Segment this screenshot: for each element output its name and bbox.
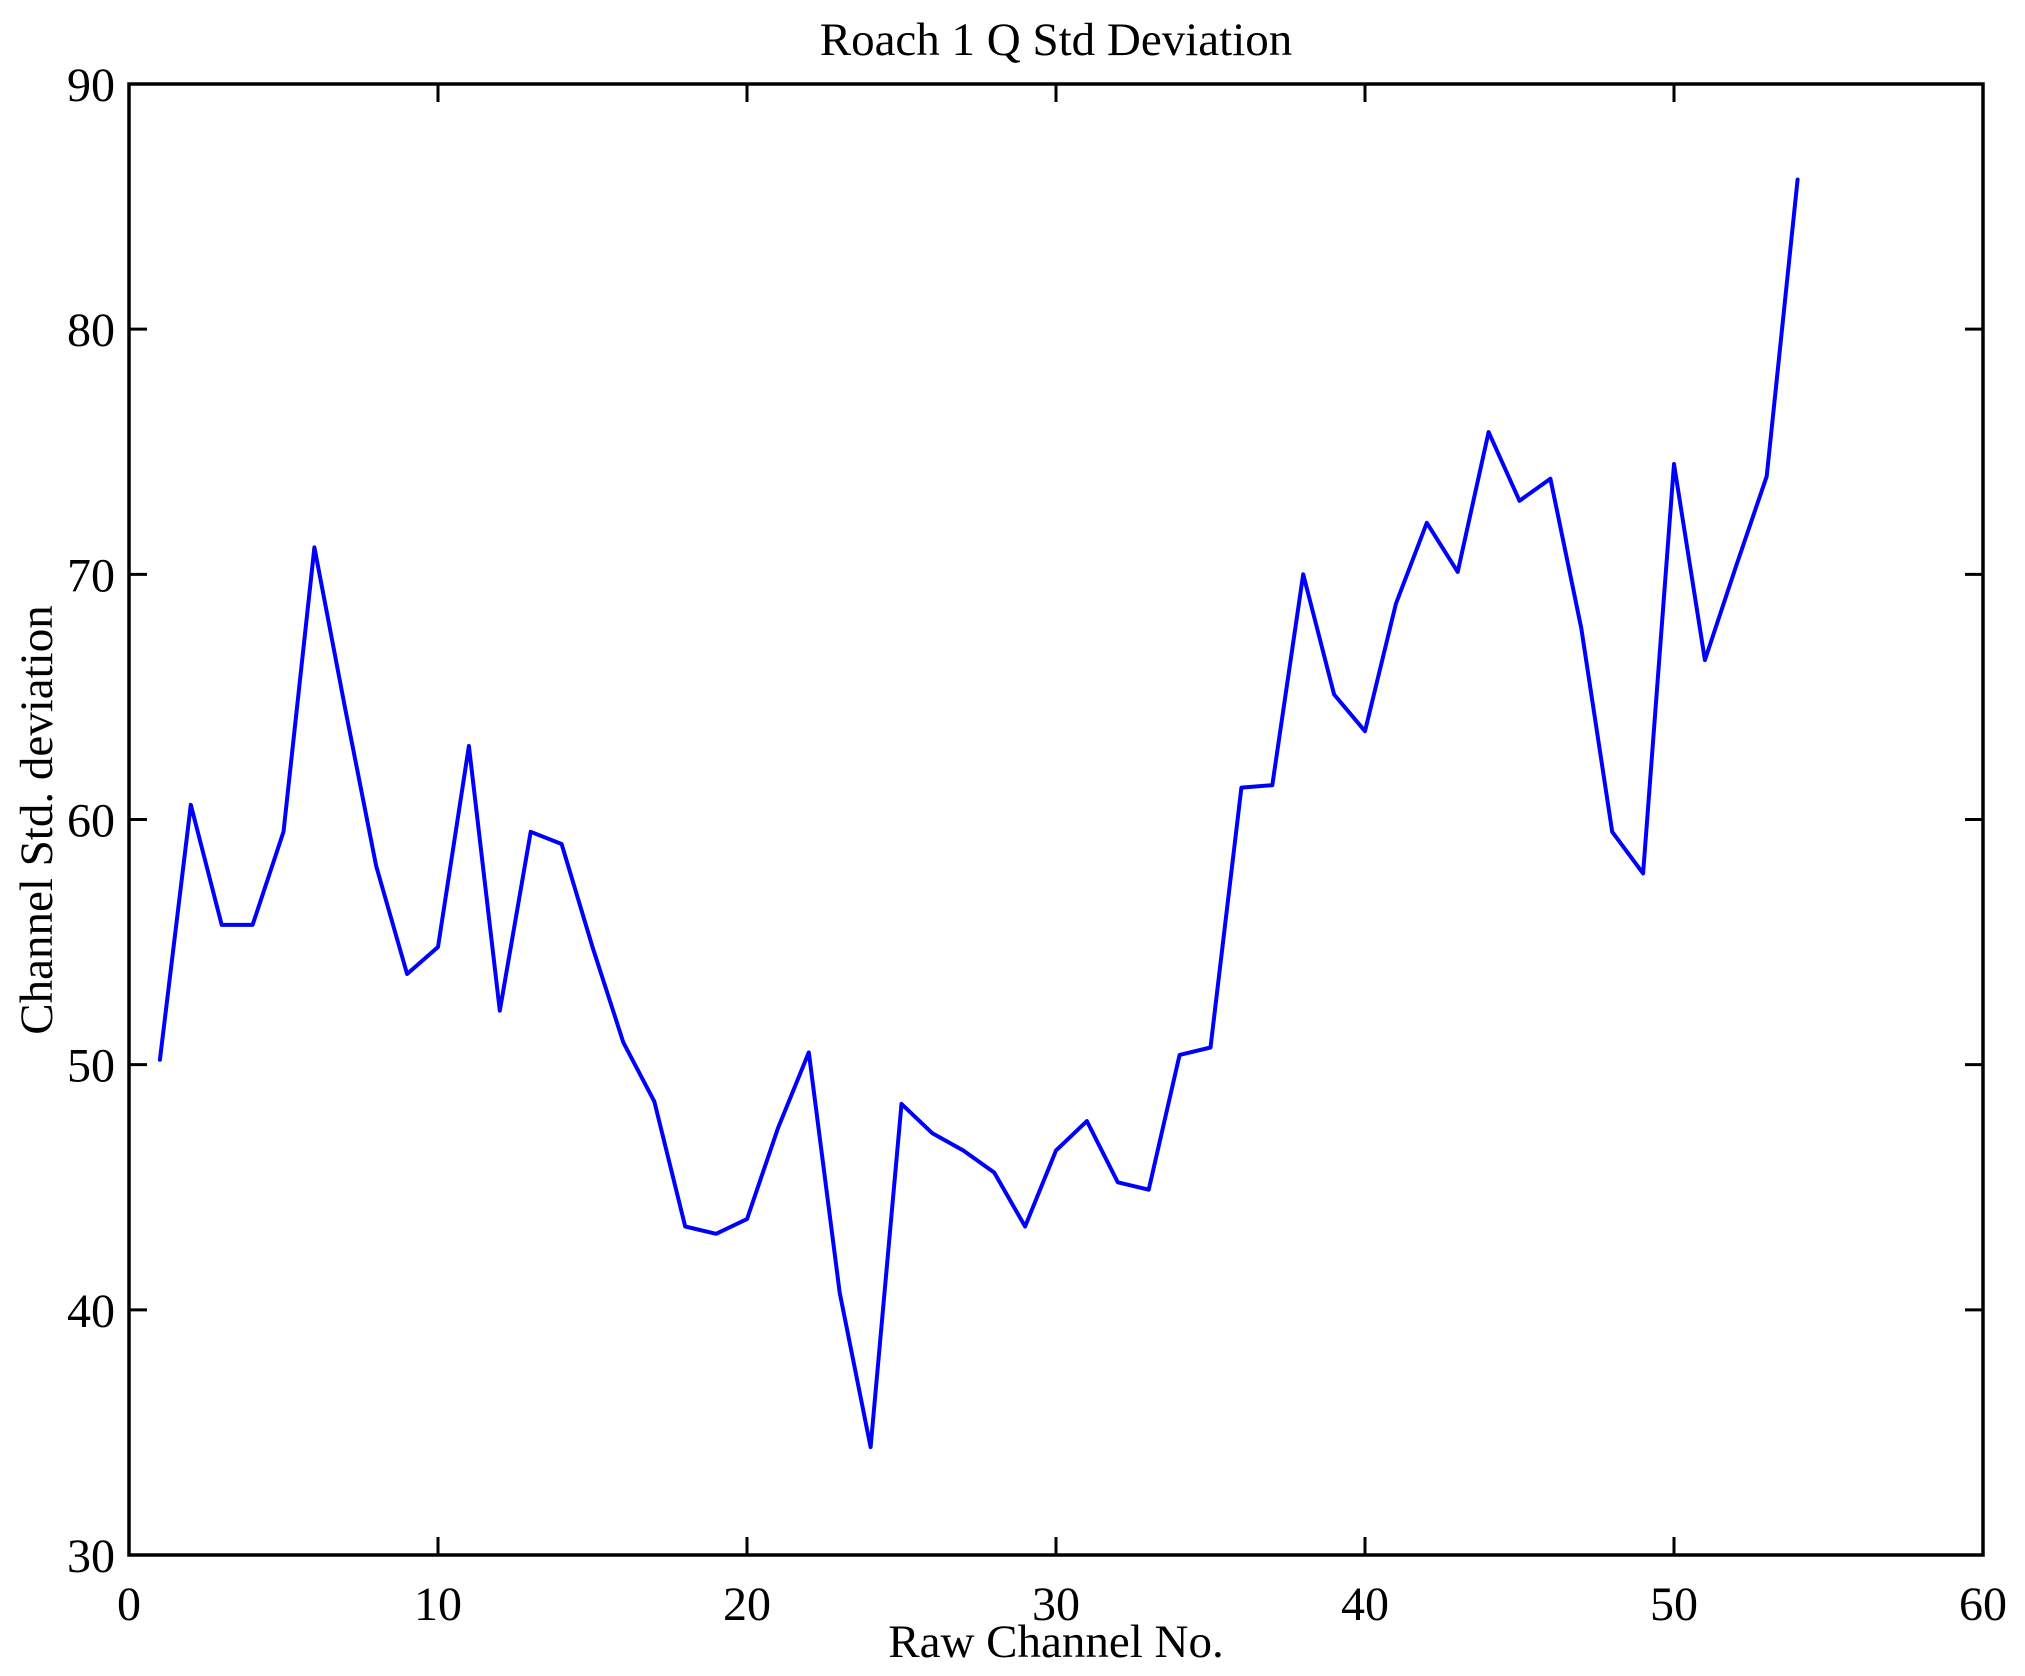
x-tick-label: 0 [117, 1578, 141, 1631]
y-tick-label: 30 [67, 1530, 115, 1583]
y-tick-label: 60 [67, 795, 115, 848]
x-tick-label: 60 [1959, 1578, 2007, 1631]
y-axis-label: Channel Std. deviation [11, 605, 63, 1034]
axes-frame [127, 82, 1985, 1557]
y-tick-label: 70 [67, 549, 115, 602]
axis-ticks [127, 82, 1985, 1557]
y-tick-label: 40 [67, 1285, 115, 1338]
y-tick-label: 80 [67, 304, 115, 357]
x-tick-label: 10 [414, 1578, 462, 1631]
x-tick-label: 30 [1032, 1578, 1080, 1631]
chart-title: Roach 1 Q Std Deviation [820, 14, 1293, 66]
data-line [157, 177, 1800, 1450]
x-tick-label: 50 [1650, 1578, 1698, 1631]
x-tick-label: 20 [723, 1578, 771, 1631]
plot-area [127, 82, 1985, 1557]
x-axis-label: Raw Channel No. [888, 1616, 1223, 1668]
y-tick-label: 50 [67, 1040, 115, 1093]
x-tick-label: 40 [1341, 1578, 1389, 1631]
tick-labels: 0 10 20 30 40 50 60 30 40 50 60 70 80 90 [67, 59, 2007, 1631]
data-series [157, 177, 1800, 1450]
y-tick-label: 90 [67, 59, 115, 112]
